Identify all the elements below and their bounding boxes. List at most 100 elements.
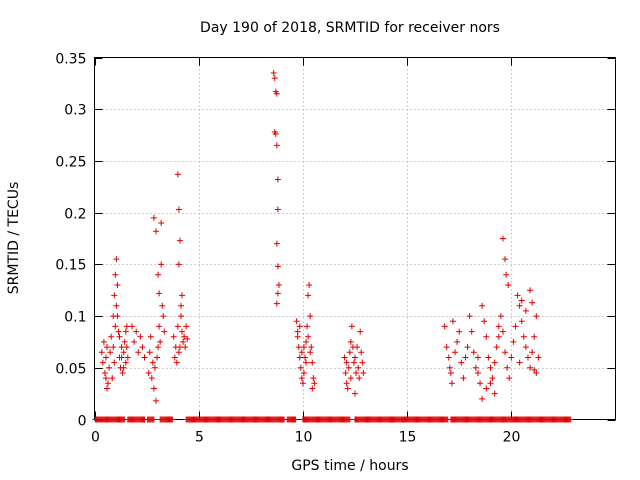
data-point bbox=[298, 349, 305, 356]
data-point bbox=[360, 369, 367, 376]
data-point bbox=[524, 354, 531, 361]
data-point bbox=[273, 90, 280, 97]
data-point bbox=[502, 349, 509, 356]
data-point bbox=[345, 364, 352, 371]
data-point bbox=[531, 366, 538, 373]
data-point bbox=[108, 333, 115, 340]
data-point bbox=[119, 369, 126, 376]
data-point bbox=[347, 375, 354, 382]
data-point bbox=[175, 261, 182, 268]
data-point bbox=[152, 397, 159, 404]
data-point bbox=[441, 323, 448, 330]
data-point bbox=[346, 349, 353, 356]
data-point bbox=[120, 349, 127, 356]
plot-frame bbox=[94, 57, 616, 420]
data-point bbox=[527, 287, 534, 294]
x-tick-label: 5 bbox=[195, 430, 204, 446]
data-point bbox=[154, 354, 161, 361]
data-point bbox=[101, 369, 108, 376]
data-point bbox=[468, 328, 475, 335]
data-point bbox=[301, 354, 308, 361]
data-point bbox=[160, 313, 167, 320]
y-tick-label: 0.2 bbox=[64, 207, 86, 223]
x-tick-label: 20 bbox=[503, 430, 521, 446]
chart-title: Day 190 of 2018, SRMTID for receiver nor… bbox=[200, 20, 500, 36]
data-point bbox=[275, 282, 282, 289]
data-point bbox=[456, 328, 463, 335]
y-tick-label: 0.35 bbox=[55, 52, 86, 68]
data-point bbox=[297, 364, 304, 371]
data-point bbox=[343, 380, 350, 387]
zero-point bbox=[150, 416, 157, 423]
y-tick-label: 0.1 bbox=[64, 310, 86, 326]
data-point bbox=[109, 375, 116, 382]
data-point bbox=[462, 354, 469, 361]
data-point bbox=[159, 302, 166, 309]
data-point bbox=[174, 323, 181, 330]
data-point bbox=[527, 364, 534, 371]
data-point bbox=[503, 271, 510, 278]
data-point bbox=[175, 206, 182, 213]
data-point bbox=[303, 359, 310, 366]
data-point bbox=[296, 354, 303, 361]
data-point bbox=[505, 282, 512, 289]
data-point bbox=[307, 313, 314, 320]
data-point bbox=[273, 300, 280, 307]
data-point bbox=[131, 338, 138, 345]
data-point bbox=[272, 131, 279, 138]
data-point bbox=[472, 364, 479, 371]
data-point bbox=[352, 390, 358, 397]
data-point bbox=[181, 333, 188, 340]
data-point bbox=[533, 313, 540, 320]
data-point bbox=[508, 354, 515, 361]
data-point bbox=[294, 333, 301, 340]
data-point bbox=[156, 323, 163, 330]
data-point bbox=[348, 323, 355, 330]
data-point bbox=[354, 344, 361, 351]
data-point bbox=[133, 328, 140, 335]
data-point bbox=[158, 219, 165, 226]
x-tick-label: 15 bbox=[399, 430, 417, 446]
data-point bbox=[447, 369, 454, 376]
data-point bbox=[446, 364, 453, 371]
data-point bbox=[116, 333, 123, 340]
data-points bbox=[98, 70, 542, 404]
data-point bbox=[491, 390, 498, 397]
data-point bbox=[464, 344, 471, 351]
data-point bbox=[454, 338, 461, 345]
data-point bbox=[184, 335, 191, 342]
data-point bbox=[296, 323, 303, 330]
data-point bbox=[522, 344, 529, 351]
data-point bbox=[309, 359, 316, 366]
data-point bbox=[531, 333, 538, 340]
data-point bbox=[115, 328, 122, 335]
data-point bbox=[497, 313, 504, 320]
data-point bbox=[489, 375, 496, 382]
data-point bbox=[100, 338, 107, 345]
x-tick-label: 0 bbox=[91, 430, 100, 446]
data-point bbox=[300, 344, 307, 351]
data-point bbox=[177, 302, 184, 309]
data-point bbox=[443, 344, 450, 351]
data-point bbox=[502, 256, 509, 263]
data-point bbox=[520, 333, 527, 340]
data-point bbox=[309, 385, 316, 392]
data-point bbox=[479, 395, 486, 402]
data-point bbox=[141, 354, 148, 361]
data-point bbox=[458, 359, 465, 366]
data-point bbox=[518, 297, 525, 304]
data-point bbox=[479, 302, 486, 309]
data-point bbox=[114, 282, 121, 289]
data-point bbox=[474, 354, 481, 361]
data-point bbox=[271, 75, 278, 82]
data-point bbox=[118, 344, 125, 351]
y-tick-label: 0 bbox=[78, 414, 87, 430]
data-point bbox=[147, 333, 154, 340]
data-point bbox=[343, 359, 350, 366]
y-tick-label: 0.25 bbox=[55, 155, 86, 171]
data-point bbox=[149, 359, 156, 366]
data-point bbox=[183, 323, 190, 330]
data-point bbox=[487, 364, 494, 371]
data-point bbox=[182, 344, 189, 351]
